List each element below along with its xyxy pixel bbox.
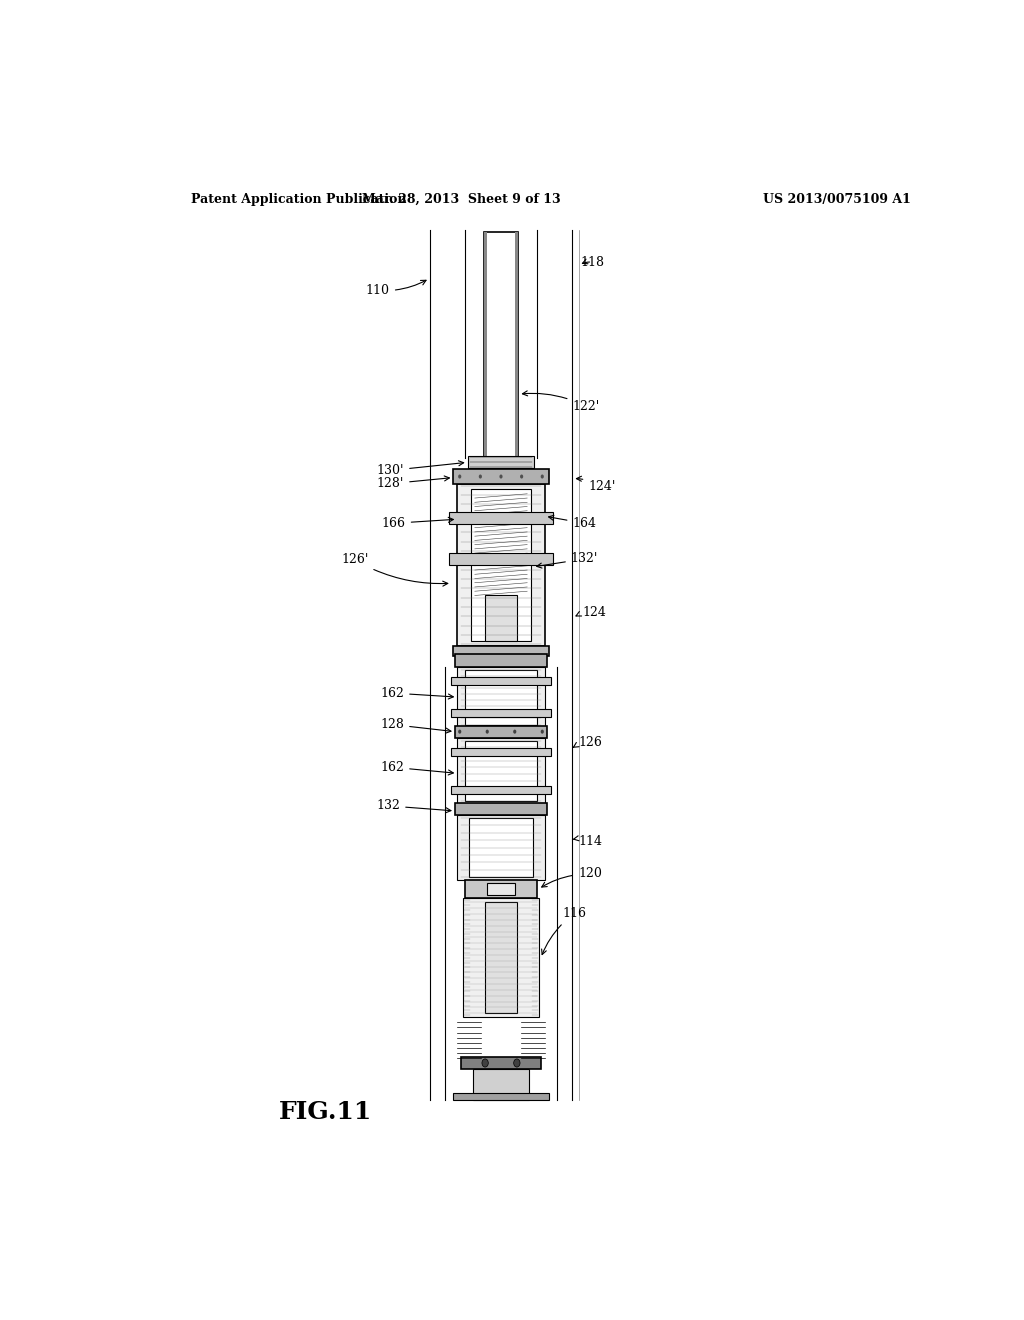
Text: 126: 126 [573,737,603,750]
Bar [463,899,539,1018]
Bar [486,883,515,895]
Bar [451,677,551,685]
Ellipse shape [485,730,488,734]
Bar [485,903,517,1014]
Bar [450,512,553,524]
Bar [469,818,532,876]
Bar [451,709,551,718]
Text: 162: 162 [380,760,454,775]
Text: 128: 128 [380,718,451,733]
Ellipse shape [541,730,544,734]
Text: FIG.11: FIG.11 [279,1100,372,1123]
Bar [451,785,551,793]
Text: 164: 164 [549,515,596,529]
Ellipse shape [541,474,544,479]
Text: Mar. 28, 2013  Sheet 9 of 13: Mar. 28, 2013 Sheet 9 of 13 [362,193,560,206]
Text: 132: 132 [377,800,451,813]
Bar [458,483,545,647]
Bar [450,553,553,565]
Text: 162: 162 [380,686,454,700]
Text: 114: 114 [572,836,602,847]
Bar [454,470,549,483]
Bar [471,488,531,642]
Bar [465,741,537,801]
Bar [454,1093,549,1100]
Bar [461,1057,541,1069]
Text: 166: 166 [382,517,454,529]
Text: 120: 120 [542,867,602,887]
Ellipse shape [458,474,461,479]
Text: 128': 128' [377,477,450,490]
Text: 110: 110 [366,280,426,297]
Ellipse shape [500,474,503,479]
Bar [451,748,551,756]
Text: 116: 116 [542,907,586,954]
Ellipse shape [520,474,523,479]
Text: Patent Application Publication: Patent Application Publication [191,193,407,206]
Text: 132': 132' [537,552,598,568]
Bar [483,231,518,458]
Bar [454,647,549,656]
Bar [458,814,545,880]
Bar [468,457,535,469]
Text: 124: 124 [575,606,606,619]
Text: 122': 122' [522,391,600,413]
Bar [473,1069,528,1100]
Bar [458,667,545,727]
Ellipse shape [458,730,461,734]
Bar [458,738,545,804]
Ellipse shape [513,730,516,734]
Text: 130': 130' [377,461,464,477]
Bar [483,231,486,458]
Text: 126': 126' [341,553,447,586]
Ellipse shape [482,1059,488,1067]
Bar [465,880,537,899]
Bar [455,655,547,667]
Bar [515,231,518,458]
Bar [455,803,547,814]
Text: 118: 118 [581,256,604,268]
Bar [455,726,547,738]
Bar [465,669,537,725]
Ellipse shape [514,1059,520,1067]
Bar [485,595,517,642]
Ellipse shape [479,474,482,479]
Text: 124': 124' [577,477,615,494]
Text: US 2013/0075109 A1: US 2013/0075109 A1 [763,193,910,206]
